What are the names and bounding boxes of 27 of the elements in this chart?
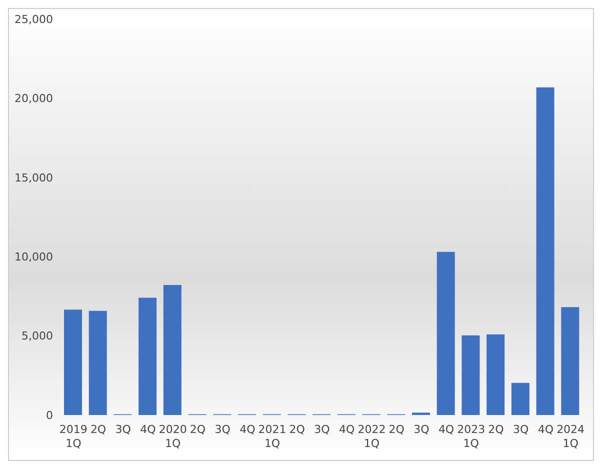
x-tick-label: 2024 1Q [556,423,585,450]
y-tick-label: 15,000 [14,171,53,184]
x-tick-label: 4Q [339,423,356,436]
x-tick-label: 2Q [90,423,106,436]
x-tick-label: 2019 1Q [59,423,88,450]
x-tick-label: 2023 1Q [457,423,486,450]
x-tick-label: 3Q [214,423,231,436]
y-tick-label: 5,000 [22,330,53,343]
x-tick-label: 4Q [538,423,554,436]
x-tick-label: 4Q [438,423,454,436]
x-tick-label: 2Q [289,423,306,436]
y-tick-label: 10,000 [14,250,53,264]
y-tick-label: 0 [46,408,53,422]
x-tick-label: 3Q [314,423,330,436]
x-tick-label: 2Q [388,423,405,436]
x-tick-label: 3Q [414,423,430,436]
x-tick-label: 2Q [190,423,206,436]
x-tick-label: 4Q [240,423,256,436]
x-tick-label: 4Q [140,423,156,436]
x-tick-label: 2021 1Q [258,423,286,450]
x-tick-label: 3Q [513,423,530,436]
x-tick-label: 2020 1Q [158,423,187,450]
x-tick-label: 2022 1Q [358,423,386,450]
y-tick-label: 25,000 [14,12,53,26]
x-tick-label: 2Q [488,423,504,436]
y-tick-label: 20,000 [14,92,53,106]
x-tick-label: 3Q [115,423,132,436]
